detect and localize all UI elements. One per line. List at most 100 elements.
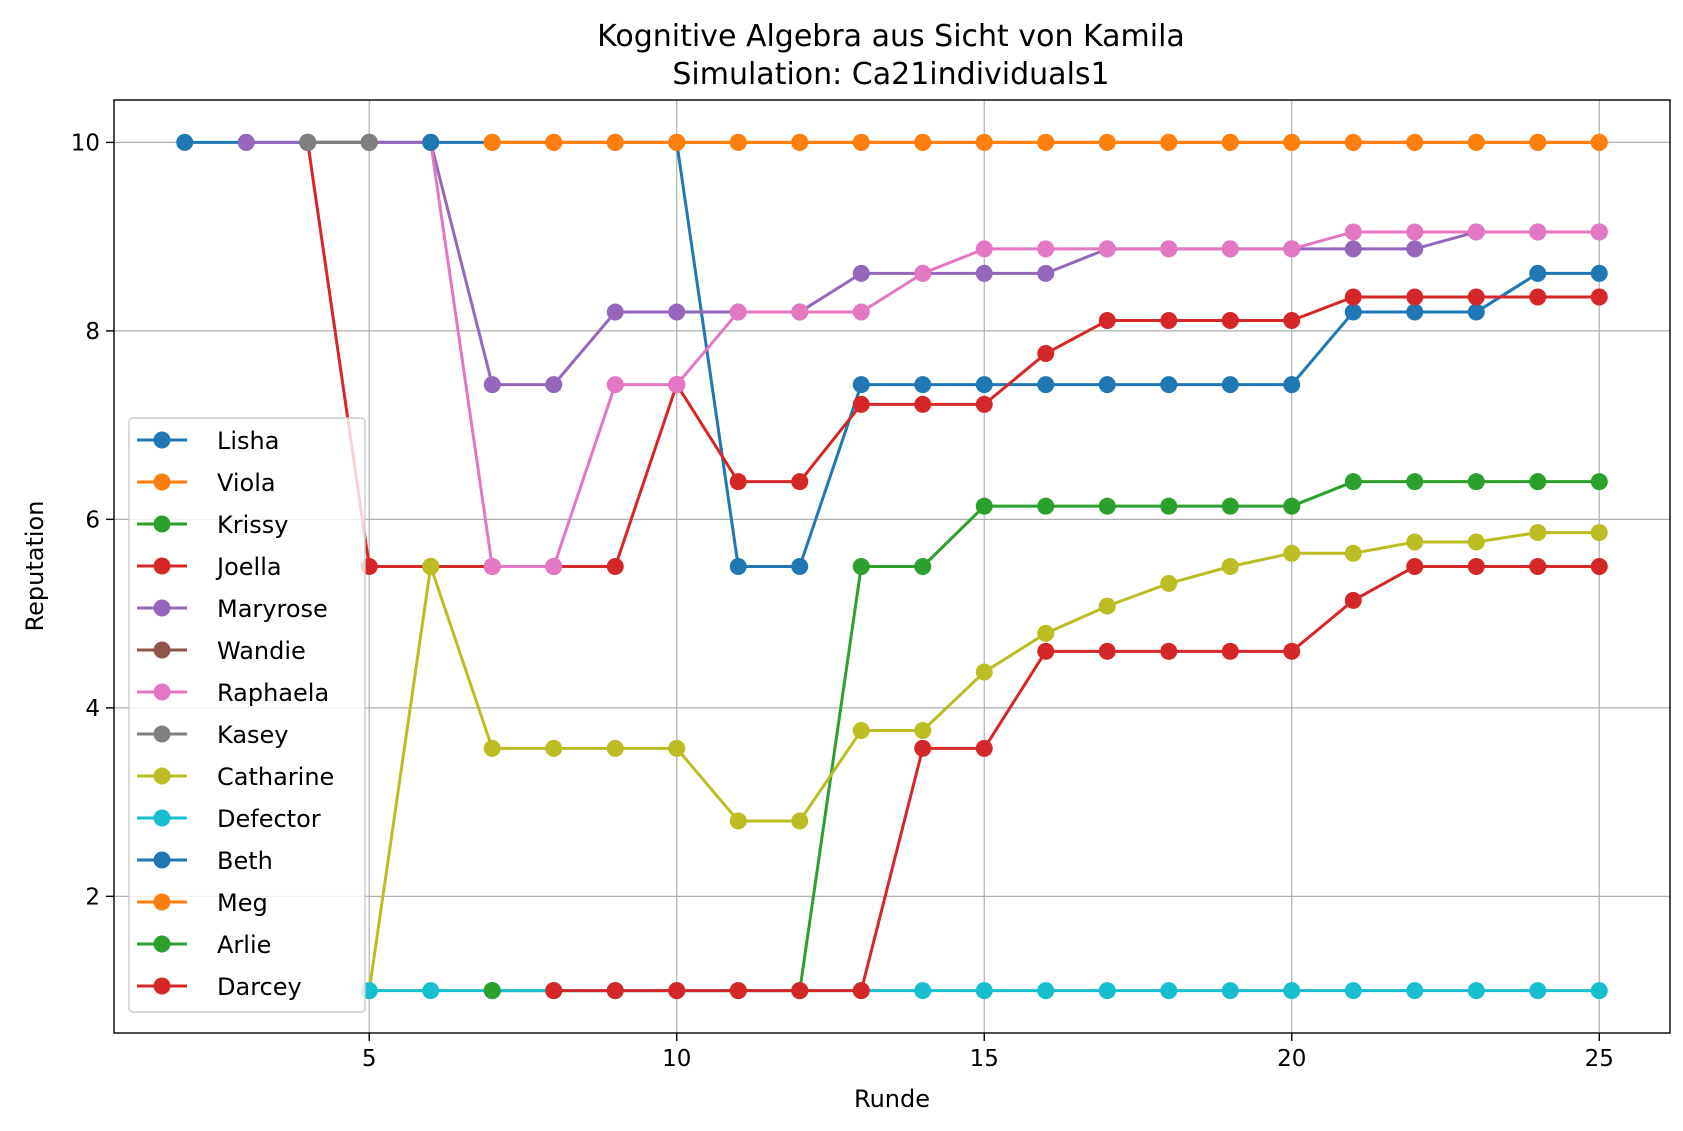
legend-item: Meg: [137, 889, 268, 917]
data-point: [1098, 642, 1116, 660]
x-axis-label: Runde: [854, 1085, 930, 1113]
data-point: [1037, 497, 1055, 515]
data-point: [1098, 376, 1116, 394]
data-point: [483, 982, 501, 1000]
data-point: [1344, 591, 1362, 609]
data-point: [729, 558, 747, 575]
data-point: [729, 133, 747, 151]
legend-item: Raphaela: [137, 679, 329, 707]
data-point: [791, 133, 809, 151]
legend-item: Wandie: [137, 637, 306, 665]
data-point: [606, 982, 624, 1000]
data-point: [606, 303, 624, 321]
legend-box: [128, 417, 366, 1013]
legend-swatch-marker: [153, 977, 171, 995]
data-point: [975, 982, 993, 1000]
data-point: [975, 264, 993, 282]
legend-item: Lisha: [137, 427, 279, 455]
data-point: [852, 376, 870, 394]
data-point: [791, 982, 809, 1000]
data-point: [791, 812, 809, 830]
data-point: [606, 376, 624, 394]
data-point: [791, 558, 809, 575]
x-tick-label: 10: [662, 1046, 691, 1072]
data-point: [1037, 345, 1055, 363]
data-point: [1283, 982, 1301, 1000]
data-point: [1529, 473, 1547, 491]
data-point: [914, 558, 932, 575]
data-point: [1160, 133, 1178, 151]
data-point: [545, 558, 563, 575]
data-point: [1344, 288, 1362, 306]
data-point: [1467, 303, 1485, 321]
data-point: [1467, 982, 1485, 1000]
series-meg: [483, 133, 1608, 151]
data-point: [914, 133, 932, 151]
data-point: [545, 982, 563, 1000]
legend-item: Arlie: [137, 931, 271, 959]
data-point: [1283, 133, 1301, 151]
data-point: [1221, 133, 1239, 151]
legend-swatch-marker: [153, 767, 171, 785]
data-point: [545, 133, 563, 151]
data-point: [1098, 982, 1116, 1000]
data-point: [791, 473, 809, 491]
data-point: [1221, 376, 1239, 394]
data-point: [237, 133, 255, 151]
plot-area-frame: [113, 99, 1671, 1034]
legend-item: Krissy: [137, 511, 288, 539]
legend-swatch-marker: [153, 473, 171, 491]
legend-label: Beth: [217, 847, 273, 875]
data-point: [1406, 133, 1424, 151]
legend-swatch-marker: [153, 851, 171, 869]
data-point: [483, 376, 501, 394]
data-point: [1467, 288, 1485, 306]
data-point: [1529, 982, 1547, 1000]
data-point: [1098, 240, 1116, 258]
data-point: [1344, 982, 1362, 1000]
data-point: [1529, 223, 1547, 241]
data-point: [422, 133, 440, 151]
y-tick-label: 2: [85, 884, 100, 910]
data-point: [1344, 303, 1362, 321]
legend-swatch-marker: [153, 683, 171, 701]
data-point: [1221, 240, 1239, 258]
data-point: [1283, 642, 1301, 660]
data-point: [852, 303, 870, 321]
legend-label: Catharine: [217, 763, 334, 791]
legend-label: Defector: [217, 805, 321, 833]
legend-swatch-marker: [153, 431, 171, 449]
data-point: [1406, 303, 1424, 321]
legend-item: Catharine: [137, 763, 334, 791]
data-point: [914, 739, 932, 757]
data-point: [176, 133, 194, 151]
legend-swatch-marker: [153, 809, 171, 827]
data-point: [914, 376, 932, 394]
data-point: [1344, 240, 1362, 258]
legend-label: Darcey: [217, 973, 302, 1001]
data-point: [1467, 133, 1485, 151]
data-point: [1037, 240, 1055, 258]
data-point: [1590, 524, 1608, 542]
data-point: [729, 812, 747, 830]
data-point: [606, 558, 624, 575]
data-point: [975, 376, 993, 394]
legend-item: Beth: [137, 847, 273, 875]
legend-swatch-marker: [153, 515, 171, 533]
data-point: [1221, 497, 1239, 515]
data-point: [483, 133, 501, 151]
data-point: [1283, 240, 1301, 258]
data-point: [729, 982, 747, 1000]
legend-item: Defector: [137, 805, 321, 833]
data-point: [852, 395, 870, 413]
data-point: [1406, 982, 1424, 1000]
data-point: [422, 558, 440, 575]
data-point: [1529, 558, 1547, 575]
data-point: [360, 133, 378, 151]
legend-item: Darcey: [137, 973, 302, 1001]
series-beth: [422, 133, 440, 151]
data-point: [1160, 574, 1178, 592]
data-point: [1037, 264, 1055, 282]
data-point: [1590, 133, 1608, 151]
data-point: [1406, 533, 1424, 551]
